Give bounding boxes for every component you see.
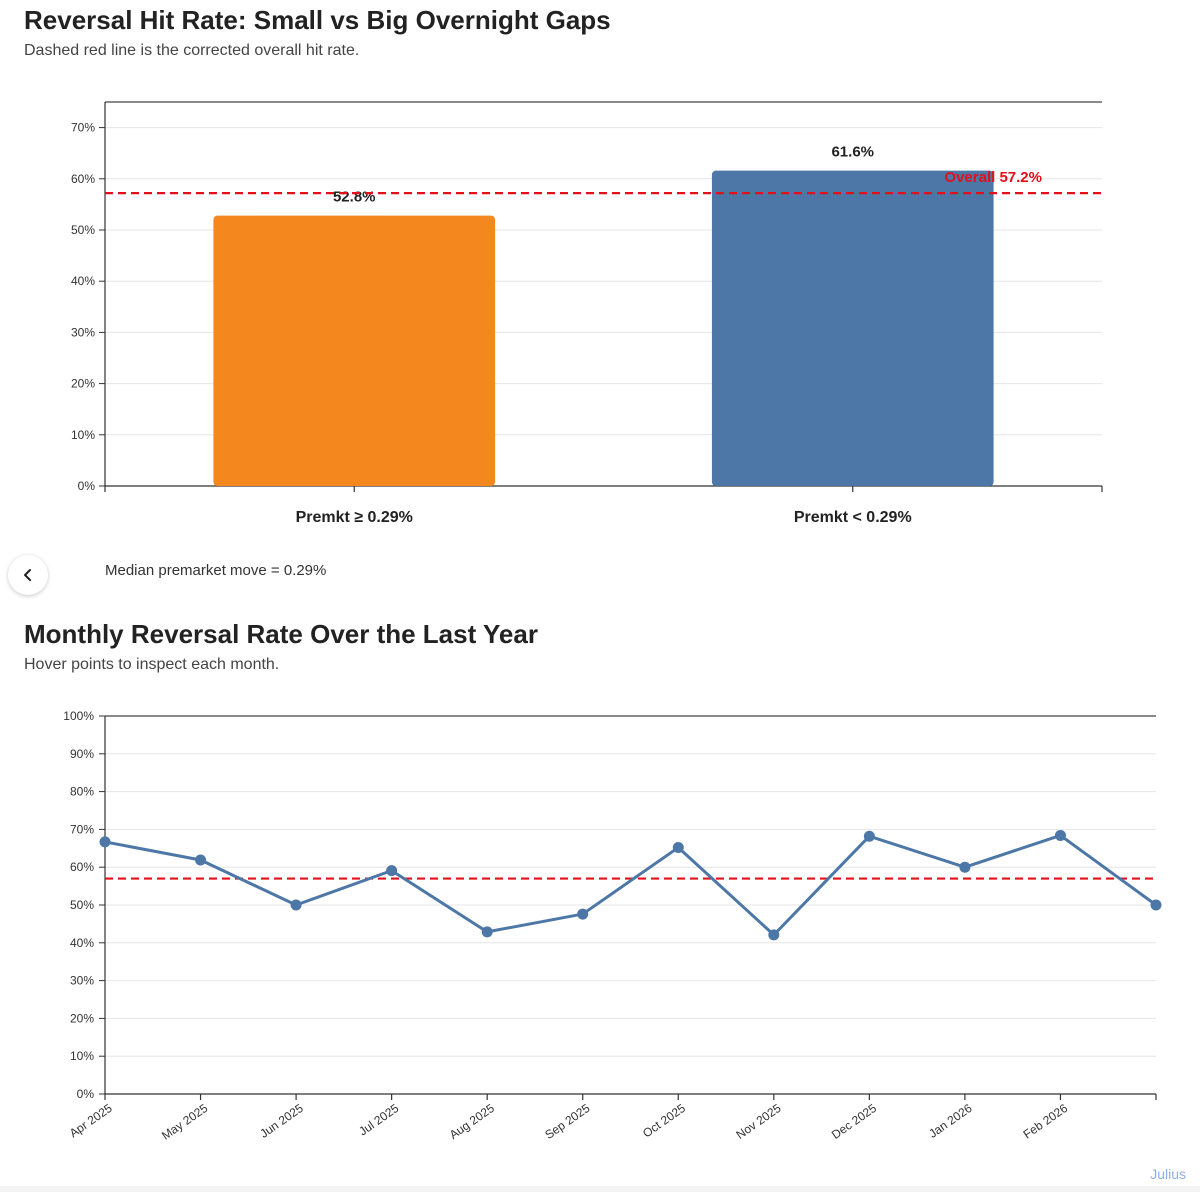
y-tick-label: 70% (71, 121, 95, 135)
y-tick-label: 30% (71, 325, 95, 339)
back-button[interactable] (8, 555, 48, 595)
line-chart-subtitle: Hover points to inspect each month. (24, 656, 280, 673)
y-tick-label: 10% (71, 428, 95, 442)
overall-reference-label: Overall 57.2% (944, 169, 1042, 186)
y-tick-label: 10% (70, 1049, 94, 1063)
data-point (577, 908, 589, 920)
y-tick-label: 20% (71, 377, 95, 391)
y-tick-label: 50% (71, 223, 95, 237)
line-chart-title: Monthly Reversal Rate Over the Last Year (24, 619, 538, 649)
x-tick-label: Nov 2025 (733, 1101, 783, 1142)
bar-chart: 0% 10% 20% 30% 40% 50% 60% 70% Premkt ≥ 0.29% 52.… (71, 101, 1103, 526)
x-tick-label: Feb 2026 (1021, 1101, 1071, 1142)
y-tick-label: 70% (70, 822, 94, 836)
bar-chart-title: Reversal Hit Rate: Small vs Big Overnigh… (24, 5, 611, 35)
x-tick-label: Apr 2025 (67, 1101, 115, 1141)
line-chart: 0% 10% 20% 30% 40% 50% 60% 70% 80% 90% 100% Apr 202… (63, 709, 1162, 1143)
data-point (672, 842, 684, 854)
series-line (104, 833, 1157, 937)
y-tick-label: 0% (77, 1087, 95, 1101)
y-tick-label: 60% (71, 172, 95, 186)
data-point (99, 836, 111, 848)
y-tick-label: 40% (71, 274, 95, 288)
data-point (290, 899, 302, 911)
x-tick-label: Oct 2025 (640, 1101, 688, 1141)
x-tick-label: Jun 2025 (257, 1101, 306, 1141)
chevron-left-icon (24, 569, 31, 581)
bottom-strip (0, 1186, 1200, 1192)
y-tick-label: 30% (70, 974, 94, 988)
x-tick-label: Dec 2025 (829, 1101, 879, 1142)
y-tick-label: 40% (70, 936, 94, 950)
y-tick-label: 20% (70, 1011, 94, 1025)
bar-value-label: 52.8% (333, 189, 376, 206)
bar (711, 170, 994, 486)
x-tick-label: Jul 2025 (356, 1101, 401, 1139)
x-tick-label: Sep 2025 (542, 1101, 592, 1142)
x-tick-label: May 2025 (159, 1101, 210, 1143)
x-tick-label: Premkt ≥ 0.29% (296, 509, 413, 526)
data-point (1054, 829, 1066, 841)
data-point (863, 830, 875, 842)
data-point (195, 854, 207, 866)
data-point (959, 861, 971, 873)
y-tick-label: 90% (70, 747, 94, 761)
bar-chart-subtitle: Dashed red line is the corrected overall… (24, 42, 360, 59)
y-tick-label: 60% (70, 860, 94, 874)
y-tick-label: 80% (70, 785, 94, 799)
bar-value-label: 61.6% (831, 144, 874, 161)
median-premarket-note: Median premarket move = 0.29% (105, 562, 327, 579)
x-tick-label: Aug 2025 (447, 1101, 497, 1142)
bar (213, 215, 496, 486)
julius-watermark: Julius (1150, 1166, 1186, 1182)
data-point (386, 865, 398, 877)
data-point (768, 929, 780, 941)
y-tick-label: 100% (63, 709, 94, 723)
data-point (481, 926, 493, 938)
x-tick-label: Premkt < 0.29% (794, 509, 912, 526)
x-tick-label: Jan 2026 (926, 1101, 975, 1141)
y-tick-label: 0% (78, 479, 96, 493)
data-point (1150, 899, 1162, 911)
y-tick-label: 50% (70, 898, 94, 912)
